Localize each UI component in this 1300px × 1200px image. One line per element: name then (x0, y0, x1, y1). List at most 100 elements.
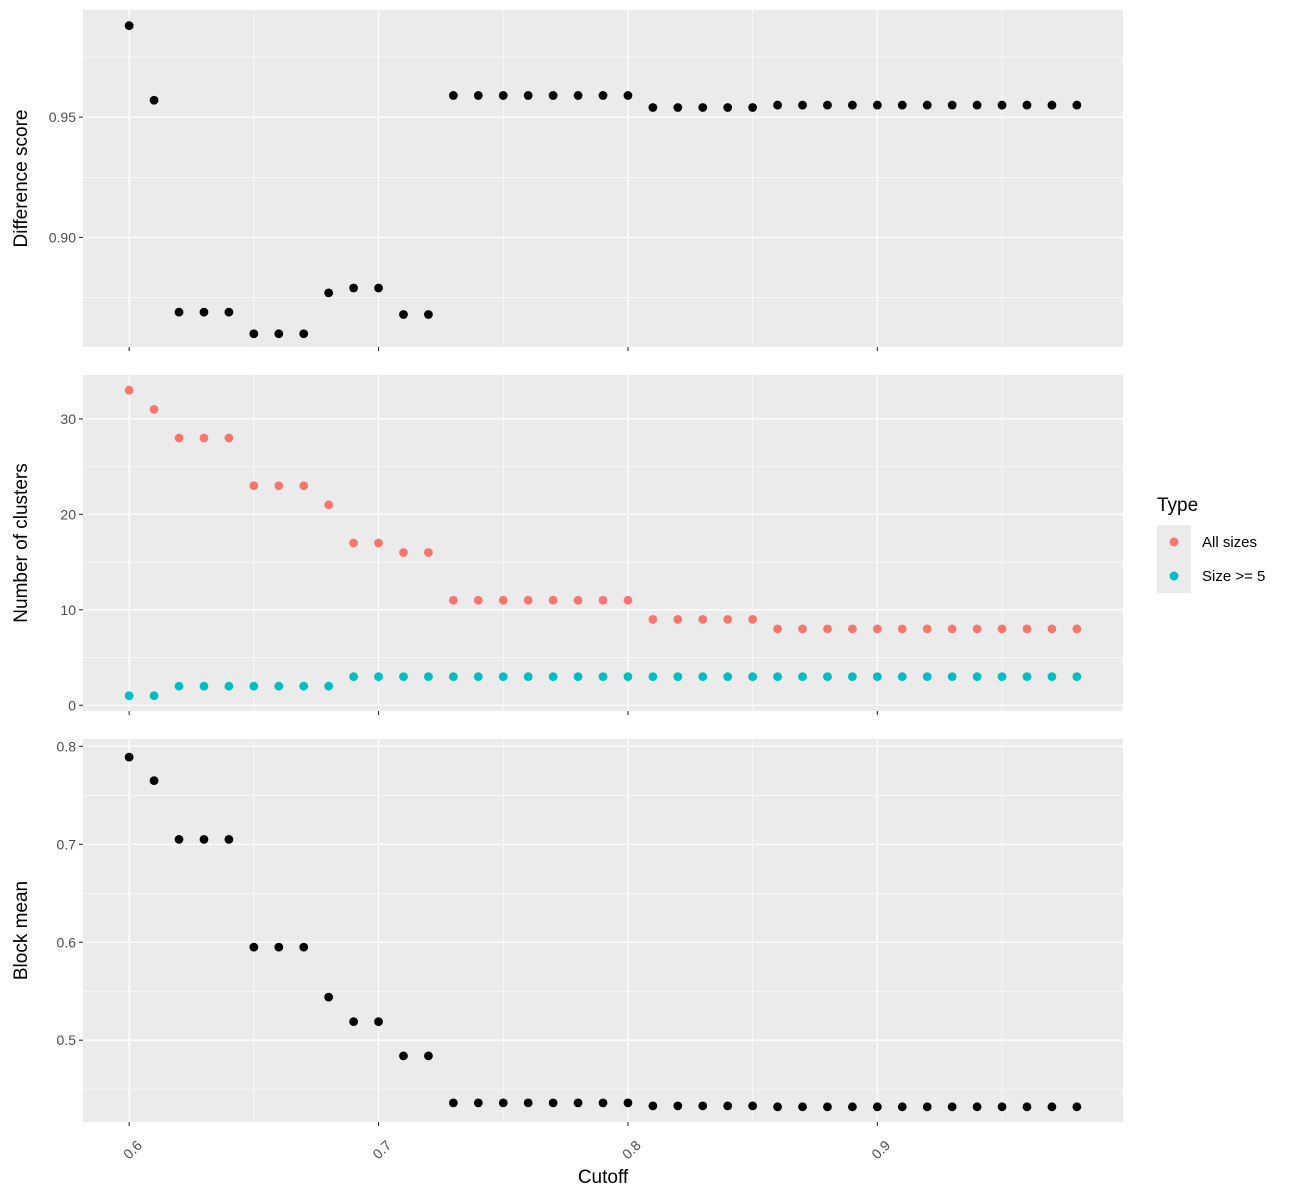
data-point (698, 672, 708, 682)
y-tick-label: 0.7 (57, 836, 77, 852)
data-point (773, 624, 782, 634)
data-point (673, 1101, 683, 1111)
y-tick-label: 0.8 (57, 738, 77, 754)
x-axis-title: Cutoff (578, 1167, 629, 1188)
data-point (299, 481, 309, 491)
data-point (698, 1101, 708, 1111)
data-point (872, 100, 882, 110)
data-point (648, 614, 658, 624)
data-point (922, 672, 932, 682)
data-point (773, 100, 782, 110)
data-point (448, 595, 458, 605)
data-point (274, 329, 284, 339)
data-point (299, 681, 309, 691)
panel-background (83, 375, 1123, 711)
data-point (623, 1098, 633, 1108)
data-point (199, 835, 209, 844)
data-point (947, 100, 957, 110)
y-tick-label: 0.90 (49, 229, 76, 245)
data-point (673, 614, 683, 624)
data-point (897, 100, 907, 110)
data-point (124, 691, 134, 701)
y-axis-title: Difference score (11, 110, 32, 248)
data-point (748, 672, 758, 682)
data-point (947, 672, 957, 682)
data-point (598, 595, 608, 605)
data-point (1022, 672, 1032, 682)
data-point (872, 624, 882, 634)
data-point (997, 1102, 1007, 1112)
data-point (149, 95, 159, 105)
data-point (848, 1102, 857, 1112)
panels-layer: 0.90 0.95 Difference score 0 10 20 30 Number of… (11, 10, 1123, 1162)
data-point (174, 307, 184, 317)
data-point (249, 942, 259, 952)
x-tick-label: 0.9 (868, 1137, 893, 1162)
data-point (823, 100, 832, 110)
data-point (424, 310, 433, 319)
data-point (448, 91, 458, 100)
data-point (149, 691, 159, 701)
data-point (149, 404, 159, 414)
data-point (324, 681, 334, 691)
data-point (374, 283, 383, 293)
data-point (673, 672, 683, 682)
data-point (798, 100, 807, 110)
data-point (523, 1098, 533, 1108)
data-point (299, 329, 309, 339)
data-point (424, 672, 433, 682)
series-difference-score (124, 21, 1082, 339)
data-point (798, 1102, 807, 1112)
panel-background (83, 10, 1123, 347)
data-point (473, 1098, 483, 1108)
data-point (274, 481, 284, 491)
data-point (648, 1101, 658, 1111)
data-point (623, 672, 633, 682)
y-tick-label: 0.6 (57, 934, 77, 950)
data-point (748, 614, 758, 624)
data-point (573, 91, 583, 100)
data-point (848, 100, 857, 110)
data-point (399, 548, 408, 557)
data-point (1072, 100, 1082, 110)
data-point (573, 1098, 583, 1108)
data-point (274, 942, 284, 952)
data-point (897, 672, 907, 682)
data-point (224, 433, 234, 443)
y-tick-label: 20 (60, 506, 76, 522)
legend-dot-all-sizes (1169, 537, 1179, 547)
data-point (124, 21, 134, 31)
data-point (199, 433, 209, 443)
data-point (997, 672, 1007, 682)
data-point (399, 672, 408, 682)
data-point (773, 1102, 782, 1112)
data-point (673, 103, 683, 112)
y-tick-label: 10 (60, 602, 76, 618)
data-point (349, 538, 358, 548)
data-point (399, 310, 408, 319)
data-point (224, 307, 234, 317)
data-point (922, 624, 932, 634)
data-point (174, 681, 184, 691)
data-point (448, 672, 458, 682)
data-point (598, 672, 608, 682)
data-point (224, 681, 234, 691)
data-point (723, 672, 733, 682)
data-point (848, 624, 857, 634)
data-point (997, 624, 1007, 634)
y-tick-label: 30 (60, 411, 76, 427)
data-point (1072, 1102, 1082, 1112)
data-point (922, 100, 932, 110)
legend: Type All sizes Size >= 5 (1157, 495, 1265, 593)
y-axis-title: Number of clusters (11, 463, 32, 622)
data-point (1047, 624, 1057, 634)
data-point (523, 595, 533, 605)
data-point (324, 288, 334, 298)
data-point (972, 672, 982, 682)
data-point (947, 1102, 957, 1112)
data-point (723, 1101, 733, 1111)
data-point (1047, 672, 1057, 682)
data-point (374, 672, 383, 682)
data-point (349, 1017, 358, 1026)
data-point (872, 672, 882, 682)
